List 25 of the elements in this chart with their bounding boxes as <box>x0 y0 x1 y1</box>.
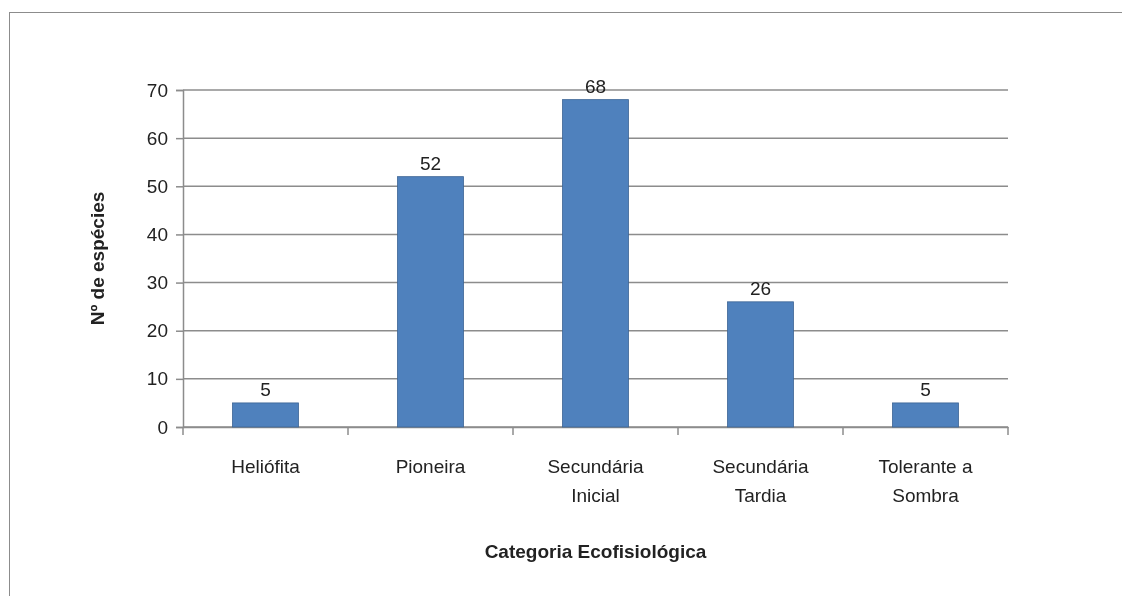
data-label: 5 <box>920 378 931 400</box>
bar <box>727 301 794 428</box>
data-label: 52 <box>419 152 442 174</box>
y-tick-label: 60 <box>146 127 168 149</box>
data-label: 26 <box>749 277 772 299</box>
y-tick-label: 40 <box>146 224 168 246</box>
x-tick-label: Secundária Inicial <box>547 456 644 506</box>
data-label: 5 <box>260 378 271 400</box>
bar <box>892 402 959 428</box>
x-axis-title: Categoria Ecofisiológica <box>484 541 707 562</box>
y-tick-label: 50 <box>146 175 168 197</box>
y-tick-label: 0 <box>157 416 168 438</box>
data-label: 68 <box>584 75 607 97</box>
bar <box>397 176 464 428</box>
y-axis-title: Nº de espécies <box>87 191 108 326</box>
bar <box>562 99 629 428</box>
x-tick-label: Heliófita <box>231 456 301 478</box>
y-tick-label: 20 <box>146 320 168 342</box>
x-tick-label: Pioneira <box>395 456 466 478</box>
y-tick-label: 70 <box>146 79 168 101</box>
x-tick-label: Tolerante a Sombra <box>878 456 973 506</box>
y-tick-label: 10 <box>146 368 168 390</box>
bar <box>232 402 299 428</box>
x-tick-label: Secundária Tardia <box>712 456 809 506</box>
y-tick-label: 30 <box>146 272 168 294</box>
